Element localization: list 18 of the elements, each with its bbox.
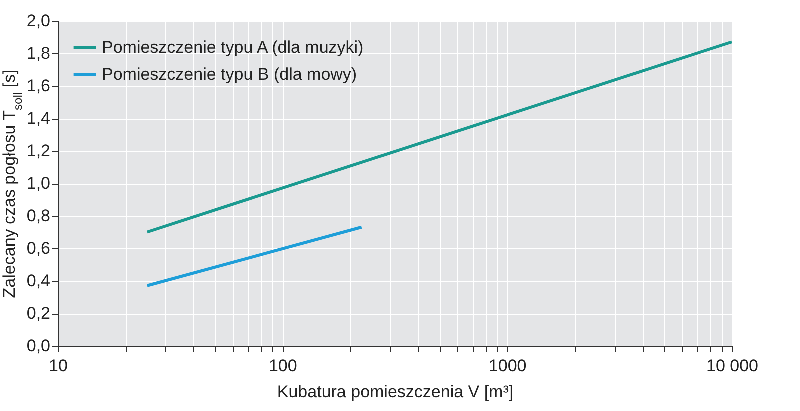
x-axis-title: Kubatura pomieszczenia V [m³]	[277, 382, 514, 402]
x-tick-label: 10 000	[706, 356, 758, 376]
x-tick-label: 1000	[488, 356, 527, 376]
legend-label: Pomieszczenie typu B (dla mowy)	[102, 65, 358, 84]
y-tick-label: 1,0	[26, 174, 50, 193]
y-tick-label: 2,0	[26, 12, 50, 30]
legend-label: Pomieszczenie typu A (dla muzyki)	[102, 38, 364, 57]
y-tick-label: 0,8	[26, 206, 50, 226]
y-tick-label: 0,2	[26, 304, 50, 323]
y-tick-label: 0,4	[26, 272, 50, 290]
y-tick-label: 1,4	[26, 109, 50, 128]
x-tick-label: 100	[268, 356, 298, 376]
x-tick-label: 10	[49, 356, 68, 376]
y-tick-label: 1,6	[26, 76, 50, 96]
y-tick-label: 1,2	[26, 142, 50, 160]
y-tick-label: 0,6	[26, 239, 50, 258]
y-tick-label: 1,8	[26, 44, 50, 63]
y-tick-label: 0,0	[26, 336, 50, 356]
